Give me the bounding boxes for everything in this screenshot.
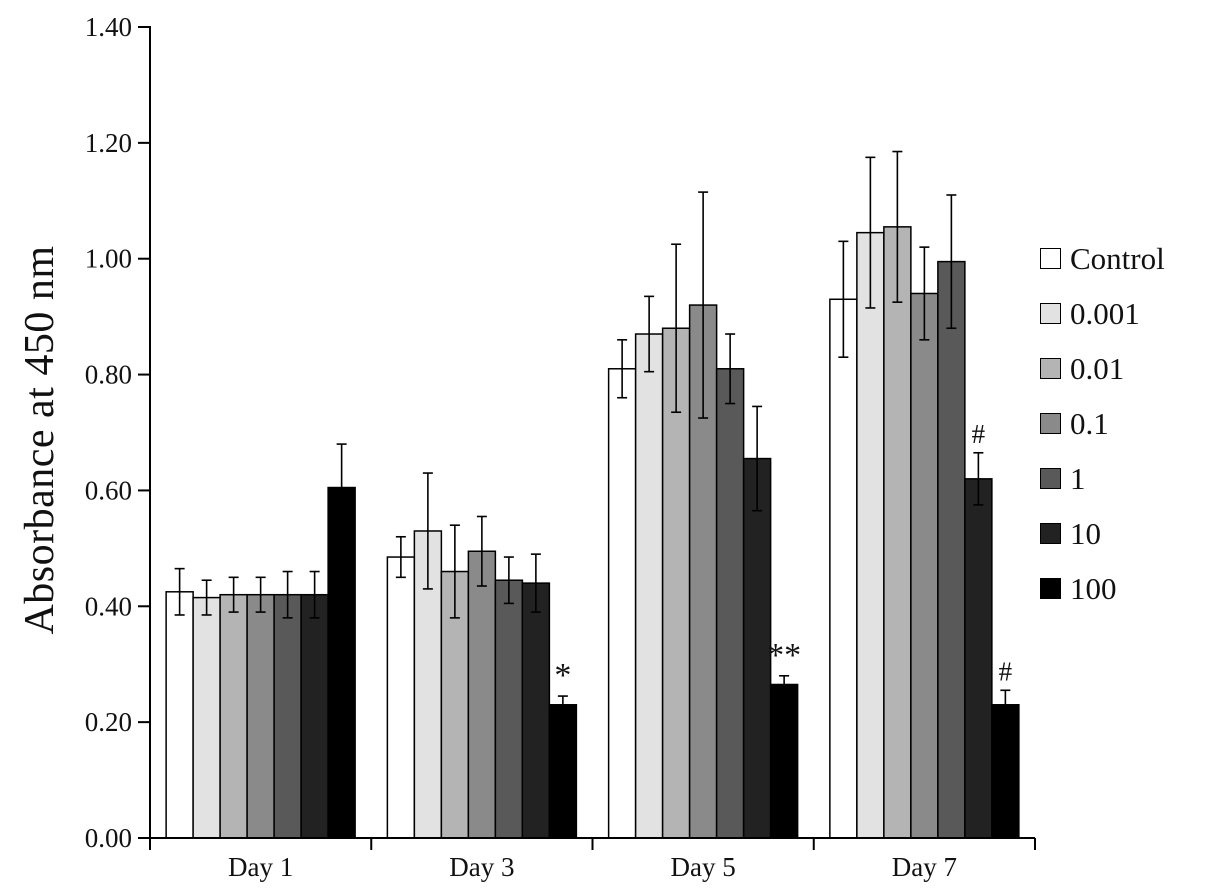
bar [273, 593, 302, 839]
legend-item: 0.001 [1040, 286, 1165, 341]
x-category-label: Day 3 [449, 852, 514, 882]
bar [165, 591, 194, 839]
legend-swatch-10 [1040, 523, 1061, 544]
significance-annotation: ** [767, 637, 801, 674]
bar [769, 683, 799, 839]
bar [219, 593, 248, 839]
bar [246, 593, 275, 839]
bar [607, 368, 637, 839]
legend-label: 0.01 [1070, 351, 1125, 386]
bar [856, 231, 885, 839]
legend-item: 1 [1040, 451, 1165, 506]
legend-item: 10 [1040, 506, 1165, 561]
y-tick-label: 1.00 [85, 244, 132, 274]
y-tick-label: 1.20 [85, 128, 132, 158]
significance-annotation: # [999, 656, 1013, 686]
bar [715, 368, 745, 839]
legend-item: 0.1 [1040, 396, 1165, 451]
legend-swatch-100 [1040, 578, 1061, 599]
bar [327, 486, 356, 839]
bar [634, 333, 664, 839]
legend-label: 1 [1070, 461, 1086, 496]
bar [521, 582, 551, 839]
y-tick-label: 0.60 [85, 475, 132, 505]
significance-annotation: * [554, 657, 571, 694]
bar [937, 260, 966, 839]
significance-annotation: # [972, 419, 986, 449]
x-category-label: Day 5 [671, 852, 736, 882]
legend-item: 100 [1040, 561, 1165, 616]
legend-label: 0.001 [1070, 296, 1140, 331]
bar [829, 298, 858, 839]
bar [991, 704, 1020, 839]
legend-label: 100 [1070, 571, 1117, 606]
bar [548, 704, 578, 839]
y-tick-label: 0.80 [85, 360, 132, 390]
bar [494, 579, 524, 839]
legend-label: 0.1 [1070, 406, 1109, 441]
legend-label: Control [1070, 241, 1165, 276]
bar [883, 226, 912, 839]
x-category-label: Day 1 [228, 852, 293, 882]
legend-item: Control [1040, 231, 1165, 286]
legend: Control 0.001 0.01 0.1 1 10 100 [1040, 231, 1165, 616]
y-tick-label: 1.40 [85, 12, 132, 42]
legend-swatch-1 [1040, 468, 1061, 489]
legend-swatch-control [1040, 248, 1061, 269]
legend-swatch-0001 [1040, 303, 1061, 324]
y-tick-label: 0.40 [85, 591, 132, 621]
bar [964, 478, 993, 839]
y-tick-label: 0.20 [85, 707, 132, 737]
legend-item: 0.01 [1040, 341, 1165, 396]
legend-swatch-001 [1040, 358, 1061, 379]
legend-label: 10 [1070, 516, 1101, 551]
bar [386, 556, 416, 839]
bar [467, 550, 497, 839]
bar [910, 292, 939, 839]
legend-swatch-01 [1040, 413, 1061, 434]
y-tick-label: 0.00 [85, 823, 132, 853]
x-category-label: Day 7 [892, 852, 957, 882]
bar [300, 593, 329, 839]
bar [192, 596, 221, 839]
